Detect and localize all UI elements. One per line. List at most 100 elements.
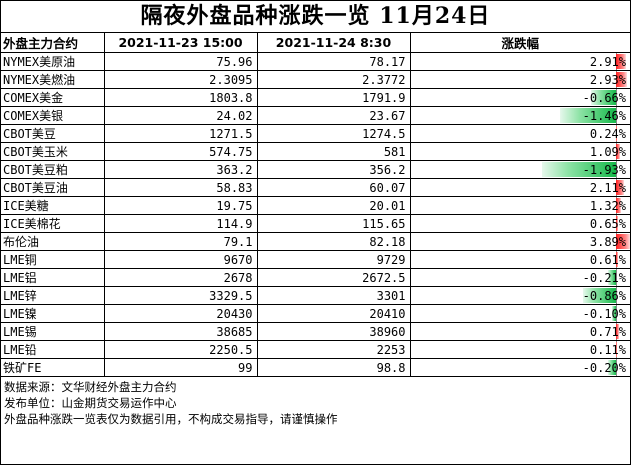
curr-price: 78.17 xyxy=(256,52,411,71)
change-percent: -0.20% xyxy=(582,361,626,375)
zero-axis xyxy=(615,89,617,106)
curr-price: 23.67 xyxy=(256,106,411,125)
change-bar xyxy=(607,360,616,375)
change-percent: 0.61% xyxy=(589,253,626,267)
change-percent: -0.66% xyxy=(582,91,626,105)
table-row: CBOT美豆 1271.5 1274.5 0.24% xyxy=(1,124,630,143)
zero-axis xyxy=(615,305,617,322)
prev-price: 99 xyxy=(103,358,258,377)
curr-price: 9729 xyxy=(256,250,411,269)
change-percent: -0.86% xyxy=(582,289,626,303)
contract-name: CBOT美豆油 xyxy=(1,178,105,197)
change-bar xyxy=(615,54,626,69)
change-percent: 3.89% xyxy=(589,235,626,249)
zero-axis xyxy=(615,107,617,124)
change-percent: 0.24% xyxy=(589,127,626,141)
change-bar xyxy=(582,288,616,303)
table-row: LME铅 2250.5 2253 0.11% xyxy=(1,340,630,359)
curr-price: 20410 xyxy=(256,304,411,323)
curr-price: 2672.5 xyxy=(256,268,411,287)
quote-table: 外盘主力合约 2021-11-23 15:00 2021-11-24 8:30 … xyxy=(1,33,630,377)
table-row: CBOT美玉米 574.75 581 1.09% xyxy=(1,142,630,161)
change-bar xyxy=(615,180,624,195)
table-row: CBOT美豆粕 363.2 356.2 -1.93% xyxy=(1,160,630,179)
change-cell: 2.11% xyxy=(409,178,630,197)
contract-name: LME锡 xyxy=(1,322,105,341)
contract-name: COMEX美银 xyxy=(1,106,105,125)
curr-price: 1274.5 xyxy=(256,124,411,143)
prev-price: 1803.8 xyxy=(103,88,258,107)
change-bar xyxy=(590,90,616,105)
table-row: COMEX美金 1803.8 1791.9 -0.66% xyxy=(1,88,630,107)
contract-name: 布伦油 xyxy=(1,232,105,251)
table-row: COMEX美银 24.02 23.67 -1.46% xyxy=(1,106,630,125)
contract-name: LME铅 xyxy=(1,340,105,359)
change-cell: -0.10% xyxy=(409,304,630,323)
curr-price: 1791.9 xyxy=(256,88,411,107)
prev-price: 24.02 xyxy=(103,106,258,125)
table-row: NYMEX美原油 75.96 78.17 2.91% xyxy=(1,52,630,71)
table-row: LME锡 38685 38960 0.71% xyxy=(1,322,630,341)
table-row: LME镍 20430 20410 -0.10% xyxy=(1,304,630,323)
prev-price: 2.3095 xyxy=(103,70,258,89)
change-cell: 0.61% xyxy=(409,250,630,269)
zero-axis xyxy=(615,287,617,304)
change-bar xyxy=(615,144,620,159)
curr-price: 356.2 xyxy=(256,160,411,179)
table-row: LME铝 2678 2672.5 -0.21% xyxy=(1,268,630,287)
change-cell: -1.93% xyxy=(409,160,630,179)
change-bar xyxy=(615,72,627,87)
change-bar xyxy=(615,252,618,267)
header-prev-time: 2021-11-23 15:00 xyxy=(103,33,258,53)
change-cell: 3.89% xyxy=(409,232,630,251)
prev-price: 114.9 xyxy=(103,214,258,233)
change-cell: 0.24% xyxy=(409,124,630,143)
change-cell: -1.46% xyxy=(409,106,630,125)
change-bar xyxy=(607,270,616,285)
zero-axis xyxy=(615,269,617,286)
change-percent: 0.71% xyxy=(589,325,626,339)
prev-price: 58.83 xyxy=(103,178,258,197)
prev-price: 20430 xyxy=(103,304,258,323)
page-title: 隔夜外盘品种涨跌一览 11月24日 xyxy=(1,1,630,33)
footer-publisher: 发布单位：山金期货交易运作中心 xyxy=(4,396,177,410)
contract-name: 铁矿FE xyxy=(1,358,105,377)
prev-price: 79.1 xyxy=(103,232,258,251)
change-bar xyxy=(611,306,616,321)
curr-price: 60.07 xyxy=(256,178,411,197)
contract-name: ICE美糖 xyxy=(1,196,105,215)
table-row: ICE美棉花 114.9 115.65 0.65% xyxy=(1,214,630,233)
change-bar xyxy=(615,216,618,231)
table-row: 布伦油 79.1 82.18 3.89% xyxy=(1,232,630,251)
contract-name: LME铝 xyxy=(1,268,105,287)
change-percent: 0.11% xyxy=(589,343,626,357)
change-percent: 1.32% xyxy=(589,199,626,213)
change-bar xyxy=(541,162,616,177)
curr-price: 3301 xyxy=(256,286,411,305)
curr-price: 2253 xyxy=(256,340,411,359)
footer-source: 数据来源：文华财经外盘主力合约 xyxy=(4,380,177,394)
change-cell: 1.32% xyxy=(409,196,630,215)
change-percent: 2.91% xyxy=(589,55,626,69)
change-cell: -0.20% xyxy=(409,358,630,377)
contract-name: ICE美棉花 xyxy=(1,214,105,233)
curr-price: 82.18 xyxy=(256,232,411,251)
contract-name: CBOT美玉米 xyxy=(1,142,105,161)
change-percent: 1.09% xyxy=(589,145,626,159)
footer-disclaimer: 外盘品种涨跌一览表仅为数据引用，不构成交易指导，请谨慎操作 xyxy=(4,412,338,426)
change-bar xyxy=(615,342,617,357)
header-curr-time: 2021-11-24 8:30 xyxy=(256,33,411,53)
change-bar xyxy=(615,234,630,249)
curr-price: 115.65 xyxy=(256,214,411,233)
change-percent: 2.11% xyxy=(589,181,626,195)
prev-price: 2678 xyxy=(103,268,258,287)
prev-price: 2250.5 xyxy=(103,340,258,359)
footer-notes: 数据来源：文华财经外盘主力合约 发布单位：山金期货交易运作中心 外盘品种涨跌一览… xyxy=(1,377,630,427)
change-percent: 0.65% xyxy=(589,217,626,231)
prev-price: 9670 xyxy=(103,250,258,269)
table-row: ICE美糖 19.75 20.01 1.32% xyxy=(1,196,630,215)
change-percent: -1.93% xyxy=(582,163,626,177)
contract-name: LME铜 xyxy=(1,250,105,269)
prev-price: 3329.5 xyxy=(103,286,258,305)
change-bar xyxy=(615,126,617,141)
